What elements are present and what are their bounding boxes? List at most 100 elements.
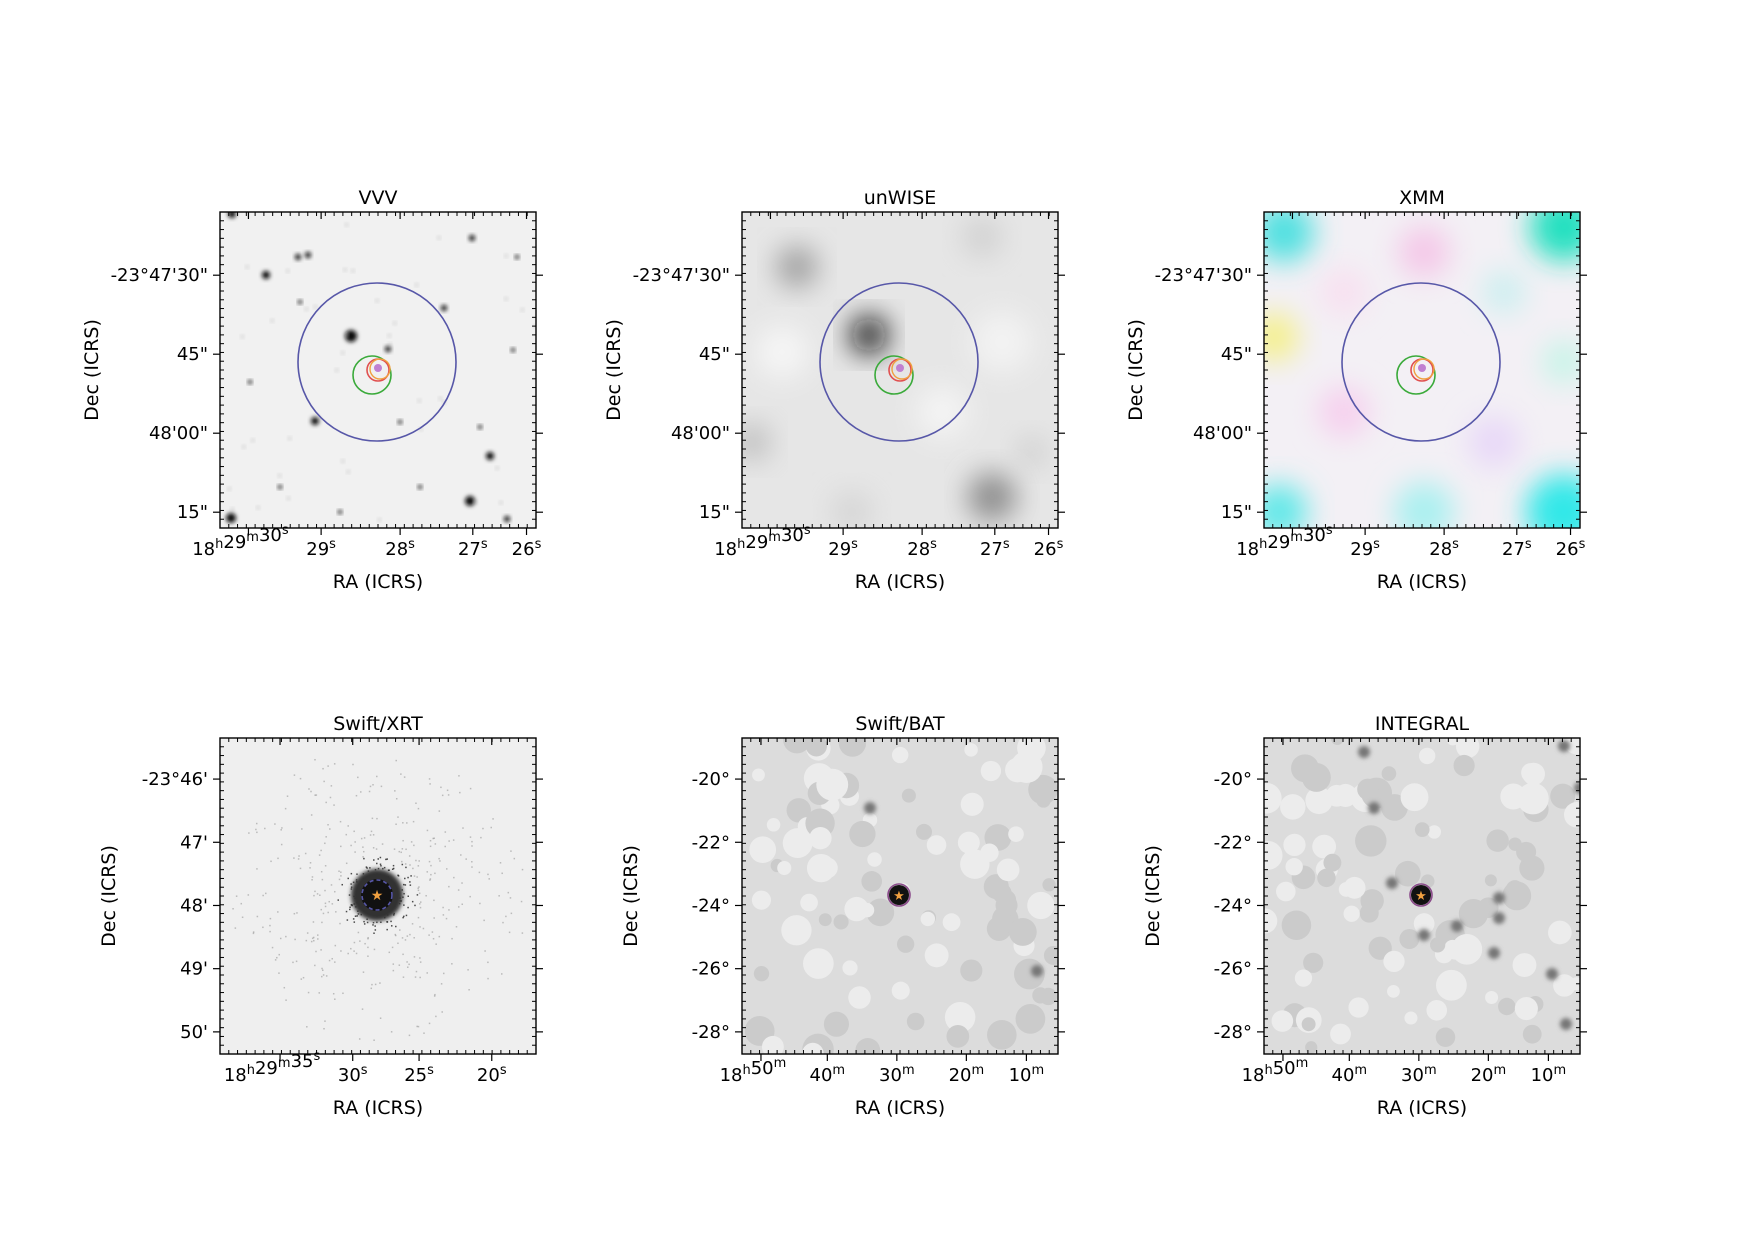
x-axis-label: RA (ICRS) — [855, 1097, 945, 1119]
tick-label: 30m — [1401, 1063, 1437, 1086]
panel-swift-xrt: ★ Swift/XRT 18h29m35s 30s 25s 20s -23°46' 47' 48… — [98, 713, 543, 1119]
panel-swift-bat: ★ Swift/BAT 18h50m 40m 30m 20m 10m -20° -22° -24°… — [620, 713, 1065, 1119]
tick-label: -26° — [692, 959, 730, 980]
y-axis-label: Dec (ICRS) — [98, 845, 120, 947]
tick-label: -22° — [692, 832, 730, 853]
tick-label: 15" — [177, 502, 208, 523]
tick-label: -20° — [1214, 769, 1252, 790]
y-axis-label: Dec (ICRS) — [1125, 319, 1147, 421]
star-point — [298, 300, 302, 304]
position-marker — [374, 364, 382, 372]
emission-blob — [1398, 226, 1450, 278]
tick-label: 48'00" — [149, 423, 208, 444]
tick-label: -23°47'30" — [1155, 265, 1252, 286]
y-axis-label: Dec (ICRS) — [620, 845, 642, 947]
tick-label: 29s — [306, 537, 336, 560]
tick-label: 30s — [338, 1063, 368, 1086]
emission-blob — [1468, 416, 1520, 468]
tick-label: 28s — [1429, 537, 1459, 560]
source-blob — [742, 424, 770, 460]
star-point — [504, 516, 510, 522]
star-marker: ★ — [371, 888, 384, 904]
star-point — [515, 255, 519, 259]
emission-blob — [1394, 482, 1454, 528]
tick-label: 26s — [1034, 537, 1064, 560]
error-circle-large — [297, 282, 457, 442]
emission-blob — [1482, 270, 1526, 314]
source-blob — [962, 217, 1002, 257]
tick-label: 49' — [180, 959, 208, 980]
star-point — [278, 485, 282, 489]
region-overlays: ★ — [361, 879, 393, 911]
tick-label: 27s — [458, 537, 488, 560]
error-circle-large — [1341, 282, 1501, 442]
emission-blob — [1264, 313, 1298, 361]
tick-label: 29s — [1350, 537, 1380, 560]
x-axis-label: RA (ICRS) — [333, 1097, 423, 1119]
tick-label: 10m — [1531, 1063, 1567, 1086]
tick-label: 26s — [512, 537, 542, 560]
panel-title: INTEGRAL — [1375, 713, 1470, 735]
tick-label: 10m — [1009, 1063, 1045, 1086]
tick-label: 18h50m — [1242, 1056, 1309, 1086]
tick-label: 40m — [810, 1063, 846, 1086]
error-circle-green — [874, 355, 914, 395]
tick-label: -26° — [1214, 959, 1252, 980]
panel-integral: ★ INTEGRAL 18h50m 40m 30m 20m 10m -20° -22° -24° -… — [1142, 713, 1587, 1119]
tick-label: -23°47'30" — [111, 265, 208, 286]
panel-title: Swift/XRT — [333, 713, 423, 735]
region-overlays: ★ — [887, 883, 911, 907]
tick-label: 30m — [879, 1063, 915, 1086]
star-point — [338, 510, 342, 514]
star-marker: ★ — [893, 889, 905, 904]
source-blob — [916, 386, 968, 438]
error-circle — [887, 883, 911, 907]
tick-label: 25s — [404, 1063, 434, 1086]
tick-label: 29s — [828, 537, 858, 560]
x-axis-label: RA (ICRS) — [333, 571, 423, 593]
star-marker: ★ — [1415, 889, 1427, 904]
star-point — [511, 348, 515, 352]
tick-label: -24° — [1214, 895, 1252, 916]
bright-source — [1411, 885, 1431, 905]
tick-label: 18h29m30s — [714, 523, 811, 560]
tick-label: -22° — [1214, 832, 1252, 853]
tick-label: 28s — [385, 537, 415, 560]
star-point — [228, 212, 236, 218]
tick-label: 45" — [699, 344, 730, 365]
position-marker — [896, 364, 904, 372]
source-blob — [1016, 436, 1048, 468]
star-point — [469, 235, 475, 241]
emission-blob — [1320, 268, 1368, 316]
star-point — [385, 346, 391, 352]
emission-blob — [1264, 484, 1307, 528]
panel-unwise: unWISE 18h29m30s 29s 28s 27s 26s -23°47'30" 45"… — [603, 187, 1065, 593]
source-blob — [756, 326, 808, 378]
panel-vvv: VVV 18h29m30s 29s 28s 27s 26s -23°47'30" 45" 48'… — [81, 187, 543, 593]
tick-label: 18h50m — [720, 1056, 787, 1086]
tick-label: 27s — [980, 537, 1010, 560]
panel-title: XMM — [1399, 187, 1445, 209]
tick-label: 20s — [477, 1063, 507, 1086]
region-overlays: ★ — [1409, 883, 1433, 907]
y-axis-label: Dec (ICRS) — [1142, 845, 1164, 947]
tick-label: 27s — [1502, 537, 1532, 560]
tick-label: 45" — [1221, 344, 1252, 365]
tick-label: 18h29m35s — [224, 1049, 321, 1086]
sky-image — [742, 738, 1058, 1054]
source-blob — [832, 492, 872, 528]
y-axis-label: Dec (ICRS) — [603, 319, 625, 421]
y-axis-label: Dec (ICRS) — [81, 319, 103, 421]
tick-label: 45" — [177, 344, 208, 365]
tick-label: 20m — [949, 1063, 985, 1086]
tick-label: 47' — [180, 832, 208, 853]
region-overlays — [297, 282, 457, 442]
source-blob — [968, 473, 1016, 521]
error-circle-large — [819, 282, 979, 442]
source-blob — [777, 247, 817, 287]
tick-label: -24° — [692, 895, 730, 916]
tick-label: 48' — [180, 895, 208, 916]
tick-label: -28° — [692, 1022, 730, 1043]
star-point — [486, 452, 494, 460]
emission-blob — [1526, 474, 1580, 528]
